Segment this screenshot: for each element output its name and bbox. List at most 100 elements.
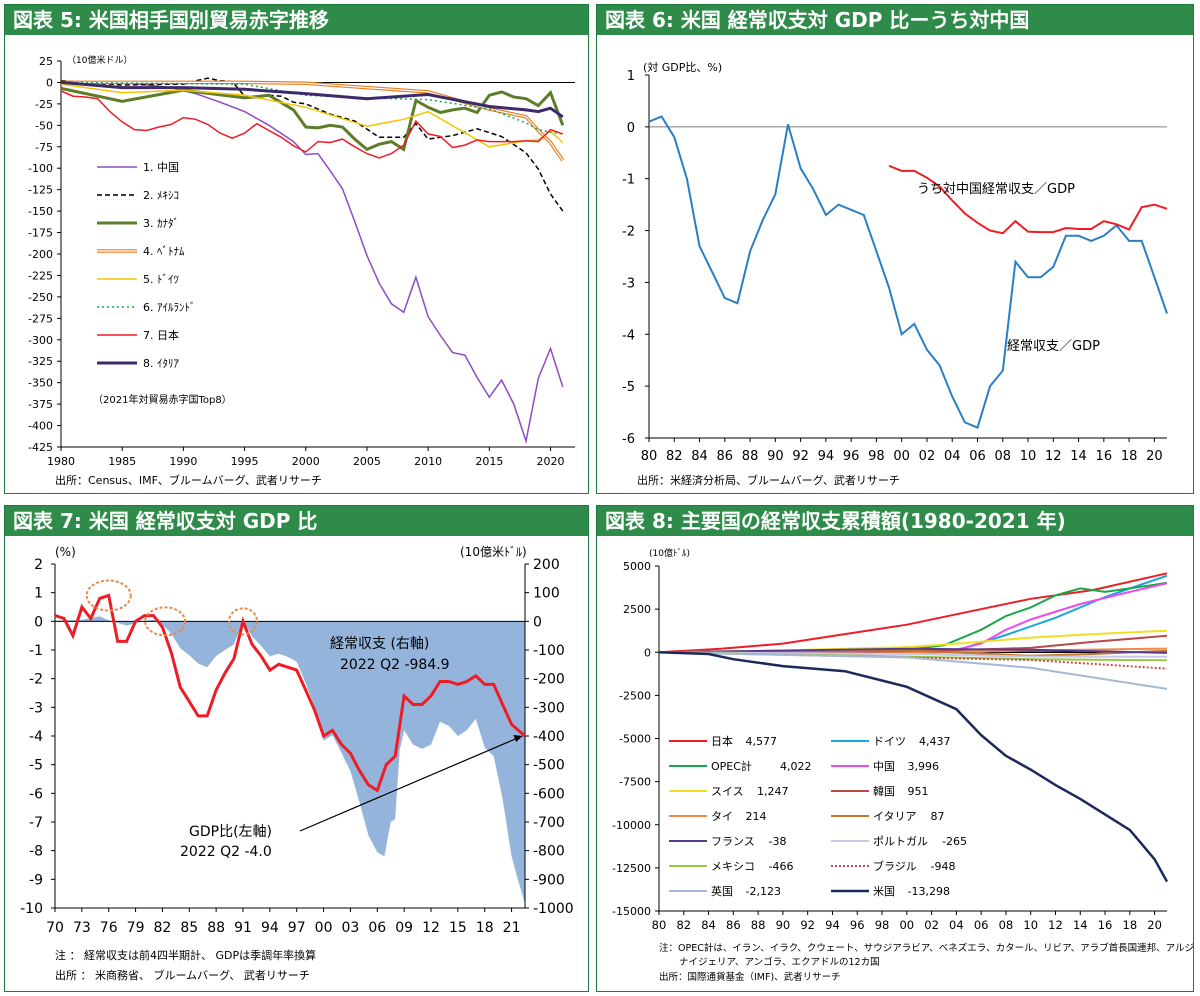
line-label: GDP比(左軸) [189,824,272,840]
x-tick-label: 90 [767,449,784,464]
series-line-9 [658,647,1168,654]
x-tick-label: 06 [974,918,989,932]
area-current-account [55,616,525,904]
right-y-tick-label: 0 [533,614,542,630]
series-line-1 [122,81,564,444]
y-tick-label: -12500 [612,862,651,875]
x-tick-label: 2010 [414,455,442,468]
x-tick-label: 04 [944,449,961,464]
x-tick-label: 97 [288,920,306,936]
legend-label: 4. ﾍﾞﾄﾅﾑ [143,245,185,258]
chart-5-title: 図表 5: 米国相手国別貿易赤字推移 [5,5,588,35]
panel-chart-5: 図表 5: 米国相手国別貿易赤字推移 25 0 -25 -50 -75 -100 -125 -… [4,4,589,494]
x-tick-label: 21 [503,920,521,936]
x-tick-label: 08 [994,449,1011,464]
chart-8-plot: 5000 2500 0 -2500 -5000 -7500 -10000 -12500 -150… [612,547,1169,932]
x-tick-label: 12 [1045,449,1062,464]
x-tick-label: 10 [1020,449,1037,464]
x-tick-label: 12 [1048,918,1063,932]
legend-label: フランス [711,835,755,848]
x-tick-label: 84 [691,449,708,464]
x-tick-label: 00 [899,918,914,932]
y-tick-label: -325 [28,355,53,368]
right-y-tick-label: -100 [533,643,565,659]
left-y-tick-label: -10 [20,901,43,917]
x-tick-label: 94 [818,449,835,464]
chart-7-plot: 210-1-2-3-4-5-6-7-8-9-102001000-100-200-… [20,545,574,936]
chart-7-title: 図表 7: 米国 経常収支対 GDP 比 [5,506,588,536]
series-line-8 [60,80,564,119]
x-tick-label: 00 [893,449,910,464]
x-tick-label: 20 [1146,449,1163,464]
y-tick-label: -50 [35,119,53,132]
x-tick-label: 1985 [108,455,136,468]
y-tick-label: -5000 [619,733,651,746]
panel-chart-6: 図表 6: 米国 経常収支対 GDP 比ーうち対中国 1 0 -1 -2 -3 -4 -5-… [596,4,1194,494]
chart-6-source: 出所：米経済分析局、ブルームバーグ、武者リサーチ [637,474,900,487]
left-axis-title: (%) [55,545,76,559]
y-tick-label: -250 [28,291,53,304]
y-tick-label: -225 [28,269,53,282]
x-tick-label: 03 [342,920,360,936]
series-label-china: うち対中国経常収支／GDP [917,182,1075,197]
x-tick-label: 02 [924,918,939,932]
right-y-tick-label: -700 [533,815,565,831]
legend-value: 4,022 [780,760,812,773]
unit-label: (10億ﾄﾞﾙ) [649,547,690,559]
highlight-circle-1 [85,579,132,612]
series-line-2 [888,164,1168,235]
y-tick-label: -350 [28,377,53,390]
x-tick-label: 92 [800,918,815,932]
series-line-10 [658,651,1168,658]
right-y-tick-label: -300 [533,700,565,716]
legend-label: OPEC計 [711,759,752,773]
x-tick-label: 94 [261,920,279,936]
legend-label: 6. ｱｲﾙﾗﾝﾄﾞ [143,301,196,314]
chart-8-note-1: 注：OPEC計は、イラン、イラク、クウェート、サウジアラビア、ベネズエラ、カター… [659,943,1194,954]
series-line-1 [648,115,1168,429]
x-tick-label: 18 [1121,449,1138,464]
x-tick-label: 92 [792,449,809,464]
y-tick-label: 0 [644,646,651,659]
left-y-tick-label: -4 [29,729,43,745]
x-tick-label: 76 [100,920,118,936]
x-tick-label: 84 [701,918,716,932]
area-value-label: 2022 Q2 -984.9 [340,657,450,673]
chart-7-source: 出所 ： 米商務省、 ブルームバーグ、 武者リサーチ [55,969,310,982]
left-y-tick-label: -3 [29,700,43,716]
x-tick-label: 85 [180,920,198,936]
left-y-tick-label: -5 [29,758,43,774]
panel-chart-8: 図表 8: 主要国の経常収支累積額(1980-2021 年) 5000 2500 0… [596,505,1194,992]
annotation-arrow-head [513,735,523,742]
y-tick-label: -10000 [612,819,651,832]
annotation-arrow-line [299,735,523,832]
x-tick-label: 88 [751,918,766,932]
x-tick-label: 91 [234,920,252,936]
x-tick-label: 88 [207,920,225,936]
x-tick-label: 82 [676,918,691,932]
right-y-tick-label: 100 [533,586,560,602]
right-y-tick-label: -200 [533,672,565,688]
x-tick-label: 70 [46,920,64,936]
legend-label: 韓国 [873,785,895,798]
x-tick-label: 2015 [475,455,503,468]
chart-8-note-2: ナイジェリア、アンゴラ、エクアドルの12カ国 [679,957,880,968]
y-tick-label: -2500 [619,689,651,702]
x-tick-label: 14 [1070,449,1087,464]
x-tick-label: 2005 [353,455,381,468]
x-tick-label: 96 [850,918,865,932]
series-line-13 [658,651,1168,690]
right-y-tick-label: -400 [533,729,565,745]
series-line-7 [60,90,564,159]
legend-value: 4,577 [746,735,778,748]
right-y-tick-label: -1000 [533,901,574,917]
legend-label: スイス [711,785,744,798]
series-line-12 [658,651,1168,670]
series-line-14 [658,651,1169,883]
legend-value: -265 [942,835,967,848]
legend-label: ブラジル [873,859,917,873]
x-tick-label: 80 [652,918,667,932]
y-tick-label: -25 [35,98,53,111]
x-tick-label: 82 [666,449,683,464]
x-tick-label: 18 [1123,918,1138,932]
